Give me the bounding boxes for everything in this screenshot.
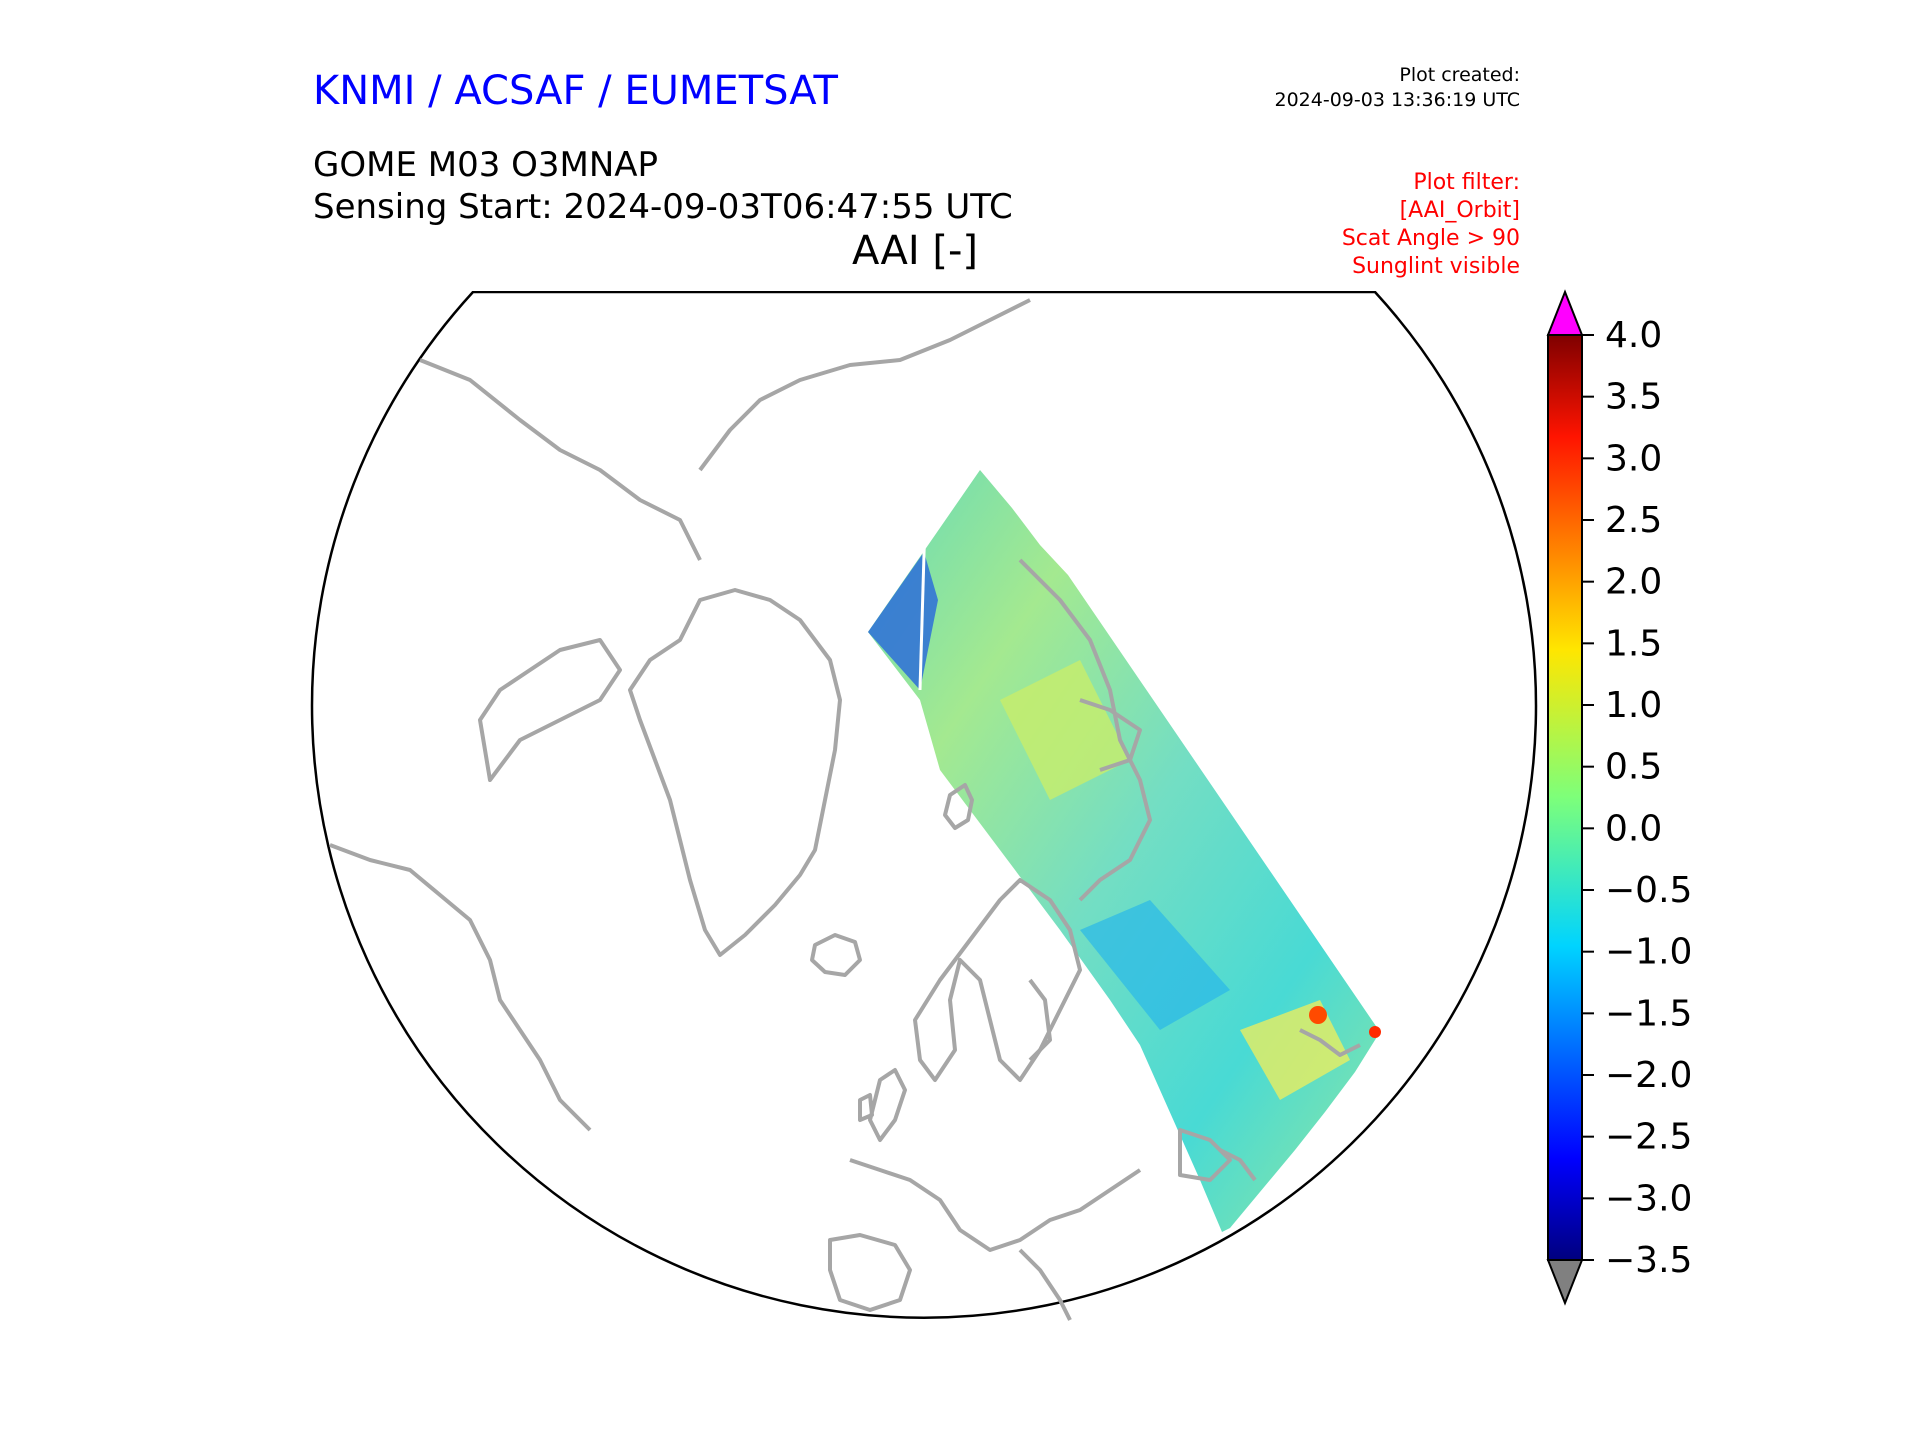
aerosol-hotspot — [1309, 1006, 1327, 1024]
colorbar-tick-label: 2.5 — [1605, 500, 1662, 541]
colorbar-ticks: 4.0 3.5 3.0 2.5 2.0 1.5 1.0 0.5 0.0 −0.5 −1.0 −1.5 −… — [1582, 315, 1692, 1281]
colorbar-tick-label: 3.5 — [1605, 377, 1662, 418]
colorbar-max-extend — [1546, 289, 1584, 336]
canada-coast — [329, 843, 592, 1132]
colorbar-tick-label: −0.5 — [1605, 870, 1692, 911]
colorbar-tick-label: −1.0 — [1605, 932, 1692, 973]
caspian-coast — [1219, 1148, 1257, 1182]
caspian-region-coast — [1299, 1028, 1361, 1057]
plot-filter-line: Plot filter: — [1413, 170, 1520, 195]
plot-filter-line: Sunglint visible — [1352, 254, 1520, 279]
iceland-coast — [810, 933, 862, 977]
map-boundary — [310, 291, 1538, 1319]
aai-swath — [868, 470, 1381, 1232]
europe-coast — [849, 1158, 1142, 1252]
baltic-coast — [1028, 978, 1052, 1062]
greenland-coast — [628, 588, 842, 957]
coastlines — [329, 298, 1361, 1321]
british-isles-coast — [858, 1068, 907, 1142]
italy-coast — [1018, 1248, 1072, 1321]
svalbard-coast — [943, 783, 974, 830]
colorbar-tick-label: 0.5 — [1605, 747, 1662, 788]
colorbar-min-extend — [1546, 1259, 1584, 1306]
colorbar-tick-label: 4.0 — [1605, 315, 1662, 356]
iberia-coast — [828, 1233, 912, 1312]
scandinavia-coast — [913, 878, 1082, 1082]
colorbar-tick-label: −2.5 — [1605, 1117, 1692, 1158]
colorbar-tick-label: −1.5 — [1605, 993, 1692, 1034]
aerosol-hotspot — [1369, 1026, 1381, 1038]
russia-far-east-coast — [698, 298, 1031, 472]
colorbar-tick-label: 1.0 — [1605, 685, 1662, 726]
parameter-title: AAI [-] — [852, 228, 978, 274]
plot-filter-line: [AAI_Orbit] — [1399, 198, 1520, 223]
plot-created-time: 2024-09-03 13:36:19 UTC — [1274, 89, 1521, 111]
plot-filter-line: Scat Angle > 90 — [1341, 226, 1520, 251]
alaska-coast — [419, 358, 702, 561]
plot-created-label: Plot created: — [1399, 64, 1520, 86]
canada-arctic-coast — [478, 638, 622, 782]
org-title: KNMI / ACSAF / EUMETSAT — [313, 68, 838, 114]
colorbar-tick-label: −2.0 — [1605, 1055, 1692, 1096]
product-title: GOME M03 O3MNAP — [313, 145, 659, 185]
black-sea-coast — [1178, 1128, 1232, 1182]
colorbar-tick-label: 0.0 — [1605, 808, 1662, 849]
kara-sea-coast — [1079, 698, 1142, 772]
colorbar-tick-label: 2.0 — [1605, 562, 1662, 603]
swath-gap — [918, 519, 927, 691]
colorbar-tick-label: −3.5 — [1605, 1240, 1692, 1281]
map-area — [310, 291, 1538, 1321]
colorbar-gradient — [1547, 334, 1583, 1261]
colorbar-tick-label: −3.0 — [1605, 1178, 1692, 1219]
colorbar-tick-label: 1.5 — [1605, 623, 1662, 664]
colorbar-tick-label: 3.0 — [1605, 438, 1662, 479]
colorbar: 4.0 3.5 3.0 2.5 2.0 1.5 1.0 0.5 0.0 −0.5 −1.0 −1.5 −… — [1546, 289, 1692, 1306]
sensing-start: Sensing Start: 2024-09-03T06:47:55 UTC — [313, 187, 1013, 227]
